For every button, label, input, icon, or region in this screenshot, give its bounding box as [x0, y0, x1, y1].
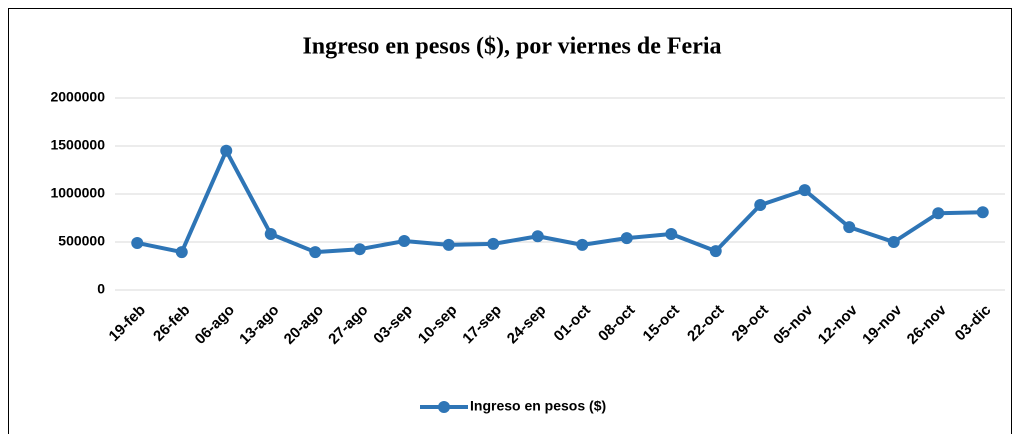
- data-point: [798, 184, 811, 197]
- y-tick-label: 1000000: [50, 185, 105, 201]
- series-line: [136, 148, 983, 255]
- data-point: [932, 207, 945, 220]
- data-point: [531, 230, 544, 243]
- data-point: [442, 238, 455, 251]
- data-point: [976, 206, 989, 219]
- chart-border: [8, 8, 1012, 439]
- data-point: [754, 199, 767, 212]
- y-tick-label: 0: [97, 281, 105, 297]
- data-point: [264, 228, 277, 241]
- legend-label: Ingreso en pesos ($): [470, 398, 606, 414]
- y-tick-label: 500000: [58, 233, 105, 249]
- legend-marker: [438, 401, 450, 413]
- data-point: [576, 238, 589, 251]
- chart-title: Ingreso en pesos ($), por viernes de Fer…: [302, 34, 721, 60]
- data-point: [620, 232, 633, 245]
- data-point: [843, 221, 856, 234]
- data-point: [175, 246, 188, 259]
- data-point: [398, 235, 411, 248]
- data-point: [131, 236, 144, 249]
- y-tick-label: 1500000: [50, 137, 105, 153]
- data-point: [709, 245, 722, 258]
- data-point: [665, 228, 678, 241]
- data-point: [353, 243, 366, 256]
- data-point: [487, 237, 500, 250]
- y-tick-label: 2000000: [50, 89, 105, 105]
- data-point: [887, 236, 900, 248]
- data-point: [309, 246, 322, 259]
- data-point: [220, 144, 233, 157]
